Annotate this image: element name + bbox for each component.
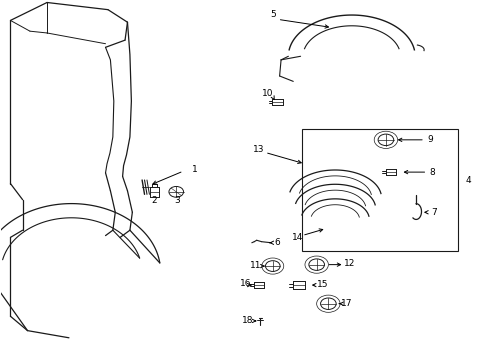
Text: 18: 18 xyxy=(241,316,253,325)
Text: 10: 10 xyxy=(262,89,273,98)
Text: 1: 1 xyxy=(191,165,197,174)
Text: 4: 4 xyxy=(465,176,470,185)
Text: 6: 6 xyxy=(274,238,280,247)
Text: 12: 12 xyxy=(343,260,354,269)
Text: 2: 2 xyxy=(151,196,157,205)
Text: 3: 3 xyxy=(174,196,180,205)
Text: 15: 15 xyxy=(316,280,327,289)
Text: 13: 13 xyxy=(253,145,264,154)
Text: 9: 9 xyxy=(426,135,432,144)
Text: 5: 5 xyxy=(269,10,275,19)
Text: 14: 14 xyxy=(292,233,303,242)
Text: 16: 16 xyxy=(240,279,251,288)
Text: 17: 17 xyxy=(341,298,352,307)
Text: 11: 11 xyxy=(249,261,261,270)
Text: 7: 7 xyxy=(430,208,436,217)
Bar xyxy=(302,129,457,251)
Text: 8: 8 xyxy=(428,168,434,177)
